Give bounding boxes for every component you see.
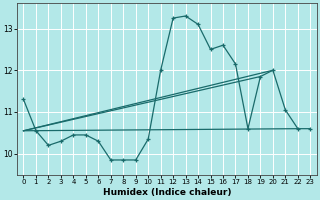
X-axis label: Humidex (Indice chaleur): Humidex (Indice chaleur) <box>103 188 231 197</box>
